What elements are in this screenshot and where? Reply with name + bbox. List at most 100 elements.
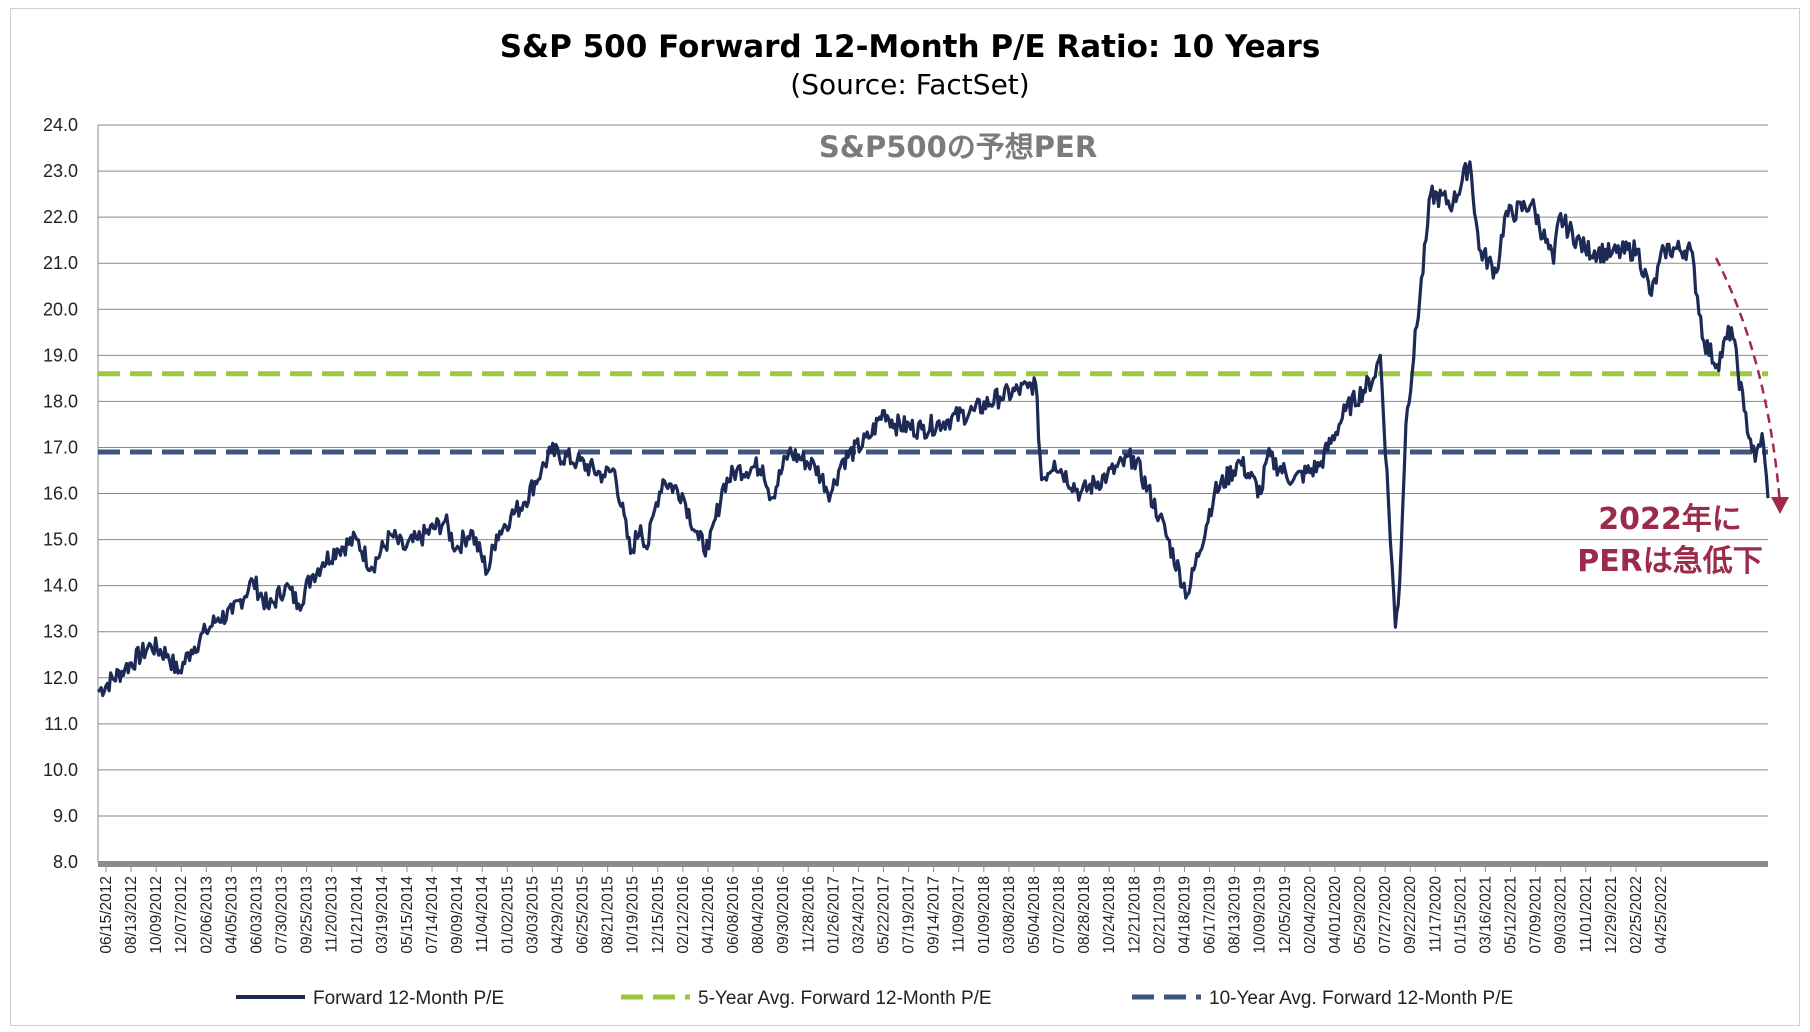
y-tick-label: 23.0 [43,161,78,181]
chart-frame [10,8,1800,1026]
x-tick-label: 05/22/2017 [876,876,893,954]
x-tick-label: 06/15/2012 [98,876,115,954]
x-tick-label: 02/25/2022 [1628,876,1645,954]
x-tick-label: 09/03/2021 [1553,876,1570,954]
x-tick-label: 10/24/2018 [1101,876,1118,954]
x-tick-label: 05/12/2021 [1503,876,1520,954]
annotation-right-line1: 2022年に [1598,502,1742,537]
y-tick-label: 14.0 [43,576,78,596]
x-tick-label: 07/14/2014 [424,876,441,954]
y-tick-label: 8.0 [53,852,78,872]
x-tick-label: 09/09/2014 [449,876,466,954]
annotation-right-line2: PERは急低下 [1577,544,1763,579]
x-tick-label: 04/29/2015 [549,876,566,954]
decline-arrow-curve [1714,257,1782,505]
x-tick-label: 04/01/2020 [1327,876,1344,954]
x-tick-label: 09/14/2017 [926,876,943,954]
x-tick-label: 11/17/2020 [1427,876,1444,953]
x-tick-label: 03/16/2021 [1477,876,1494,954]
y-tick-label: 18.0 [43,391,78,411]
y-tick-label: 9.0 [53,806,78,826]
annotation-top: S&P500の予想PER [819,130,1097,164]
x-tick-label: 11/09/2017 [951,876,968,952]
x-tick-label: 03/03/2015 [524,876,541,954]
x-tick-label: 05/29/2020 [1352,876,1369,954]
x-tick-label: 04/05/2013 [223,876,240,954]
series-line-forward-pe [97,160,1770,698]
y-tick-label: 16.0 [43,484,78,504]
chart-subtitle: (Source: FactSet) [790,68,1029,101]
x-tick-label: 08/28/2018 [1076,876,1093,954]
y-tick-label: 15.0 [43,530,78,550]
x-tick-label: 04/18/2019 [1176,876,1193,954]
legend-label-forward-pe: Forward 12-Month P/E [313,988,504,1009]
x-tick-label: 01/21/2014 [349,876,366,954]
x-tick-label: 07/02/2018 [1051,876,1068,954]
legend-label-5yr-avg: 5-Year Avg. Forward 12-Month P/E [698,988,992,1009]
x-axis-ticks: 06/15/2012 08/13/2012 10/09/2012 12/07/2012… [98,867,1670,954]
x-tick-label: 09/25/2013 [299,876,316,954]
y-tick-label: 17.0 [43,437,78,457]
y-tick-label: 21.0 [43,253,78,273]
x-tick-label: 07/27/2020 [1377,876,1394,954]
chart-title: S&P 500 Forward 12-Month P/E Ratio: 10 Y… [500,29,1321,65]
x-tick-label: 03/08/2018 [1001,876,1018,954]
x-tick-label: 06/25/2015 [575,876,592,954]
average-lines [98,371,1768,455]
x-tick-label: 07/19/2017 [901,876,918,954]
y-tick-label: 22.0 [43,207,78,227]
x-tick-label: 12/29/2021 [1603,876,1620,954]
x-tick-label: 06/17/2019 [1202,876,1219,954]
x-tick-label: 06/08/2016 [725,876,742,954]
x-tick-label: 01/09/2018 [976,876,993,954]
y-tick-label: 12.0 [43,668,78,688]
x-tick-label: 12/05/2019 [1277,876,1294,954]
x-tick-label: 02/12/2016 [675,876,692,954]
x-tick-label: 10/09/2012 [148,876,165,954]
y-tick-label: 24.0 [43,115,78,135]
x-tick-label: 08/13/2019 [1227,876,1244,954]
decline-arrow [1714,257,1789,514]
x-tick-label: 07/09/2021 [1528,876,1545,954]
x-tick-label: 11/04/2014 [474,876,491,953]
x-tick-label: 07/30/2013 [274,876,291,954]
x-tick-label: 02/04/2020 [1302,876,1319,954]
grid-lines [97,124,1768,867]
x-tick-label: 09/30/2016 [775,876,792,954]
x-tick-label: 11/28/2016 [800,876,817,952]
x-tick-label: 04/12/2016 [700,876,717,954]
legend: Forward 12-Month P/E 5-Year Avg. Forward… [236,988,1513,1009]
x-tick-label: 04/25/2022 [1653,876,1670,954]
x-tick-label: 01/15/2021 [1452,876,1469,954]
x-tick-label: 08/21/2015 [600,876,617,954]
y-tick-label: 10.0 [43,760,78,780]
x-tick-label: 06/03/2013 [248,876,265,954]
x-tick-label: 11/01/2021 [1578,876,1595,952]
x-tick-label: 10/19/2015 [625,876,642,954]
x-tick-label: 12/21/2018 [1126,876,1143,954]
y-tick-label: 19.0 [43,345,78,365]
y-tick-label: 11.0 [44,714,78,734]
x-tick-label: 09/22/2020 [1402,876,1419,954]
x-tick-label: 08/13/2012 [123,876,140,954]
y-tick-label: 20.0 [43,299,78,319]
legend-label-10yr-avg: 10-Year Avg. Forward 12-Month P/E [1209,988,1513,1009]
x-tick-label: 11/20/2013 [324,876,341,952]
x-tick-label: 05/15/2014 [399,876,416,954]
x-tick-label: 05/04/2018 [1026,876,1043,954]
x-tick-label: 12/07/2012 [173,876,190,954]
x-tick-label: 08/04/2016 [750,876,767,954]
x-tick-label: 01/02/2015 [499,876,516,954]
series-layer [97,160,1770,698]
x-tick-label: 12/15/2015 [650,876,667,954]
decline-arrow-head [1771,497,1789,514]
x-tick-label: 03/24/2017 [850,876,867,954]
y-axis-ticks: 24.0 23.0 22.0 21.0 20.0 19.0 18.0 17.0 16.0 15.0… [43,115,78,872]
y-tick-label: 13.0 [43,622,78,642]
x-tick-label: 01/26/2017 [825,876,842,954]
x-tick-label: 02/21/2019 [1151,876,1168,954]
x-tick-label: 03/19/2014 [374,876,391,954]
x-tick-label: 10/09/2019 [1252,876,1269,954]
x-tick-label: 02/06/2013 [198,876,215,954]
